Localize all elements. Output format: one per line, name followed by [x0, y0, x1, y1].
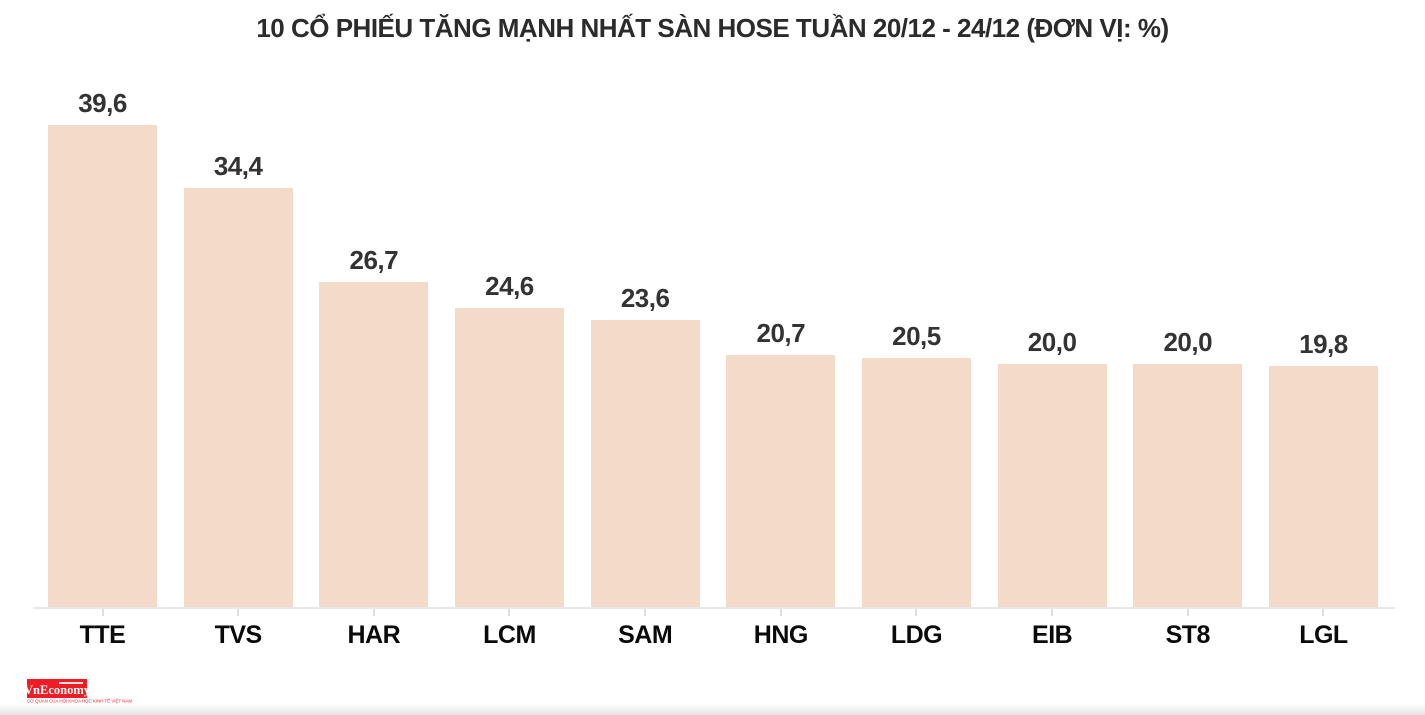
axis-tick-HNG	[779, 609, 782, 616]
axis-tick-ST8	[1186, 609, 1189, 616]
category-label-LCM: LCM	[483, 621, 536, 649]
value-label-SAM: 23,6	[620, 283, 670, 313]
value-label-HNG: 20,7	[756, 318, 806, 348]
logo-small-text-decoration	[59, 681, 83, 684]
category-label-LGL: LGL	[1299, 621, 1348, 649]
axis-tick-LDG	[915, 609, 918, 616]
bar-LCM	[454, 308, 564, 608]
axis-tick-LCM	[508, 609, 511, 616]
value-label-ST8: 20,0	[1163, 327, 1213, 357]
bar-LGL	[1268, 366, 1378, 608]
bar-TVS	[183, 188, 293, 608]
category-label-TTE: TTE	[79, 621, 126, 649]
vneconomy-logo: VnEconomy CƠ QUAN CỦA HỘI KHOA HỌC KINH …	[24, 679, 218, 707]
category-label-TVS: TVS	[214, 621, 263, 649]
axis-tick-SAM	[644, 609, 647, 616]
value-label-EIB: 20,0	[1027, 327, 1077, 357]
category-label-LDG: LDG	[890, 621, 943, 649]
category-label-HAR: HAR	[347, 621, 401, 649]
axis-tick-EIB	[1051, 609, 1054, 616]
axis-tick-HAR	[372, 609, 375, 616]
axis-tick-TVS	[237, 609, 240, 616]
axis-tick-TTE	[101, 609, 104, 616]
value-label-LCM: 24,6	[485, 271, 534, 301]
value-label-TVS: 34,4	[213, 151, 263, 181]
bar-ST8	[1133, 364, 1243, 608]
bottom-gradient-strip	[0, 704, 1425, 715]
x-axis-line	[33, 607, 1395, 609]
chart-title: 10 CỔ PHIẾU TĂNG MẠNH NHẤT SÀN HOSE TUẦN…	[256, 13, 1169, 43]
category-label-SAM: SAM	[618, 621, 673, 649]
bar-HNG	[726, 355, 836, 608]
bar-HAR	[319, 282, 429, 608]
bar-TTE	[48, 125, 157, 608]
bar-SAM	[590, 320, 700, 608]
axis-tick-LGL	[1322, 609, 1325, 616]
category-label-HNG: HNG	[753, 621, 809, 649]
vneconomy-logo-box: VnEconomy	[24, 679, 90, 698]
category-label-EIB: EIB	[1032, 621, 1073, 649]
bar-LDG	[861, 358, 971, 608]
value-label-LDG: 20,5	[892, 321, 941, 351]
value-label-LGL: 19,8	[1299, 329, 1348, 359]
bar-EIB	[997, 364, 1107, 608]
value-label-TTE: 39,6	[78, 88, 127, 118]
value-label-HAR: 26,7	[349, 245, 399, 275]
category-label-ST8: ST8	[1165, 621, 1211, 649]
vneconomy-logo-text: VnEconomy	[24, 683, 90, 697]
vneconomy-logo-tagline: CƠ QUAN CỦA HỘI KHOA HỌC KINH TẾ VIỆT NA…	[27, 698, 133, 704]
